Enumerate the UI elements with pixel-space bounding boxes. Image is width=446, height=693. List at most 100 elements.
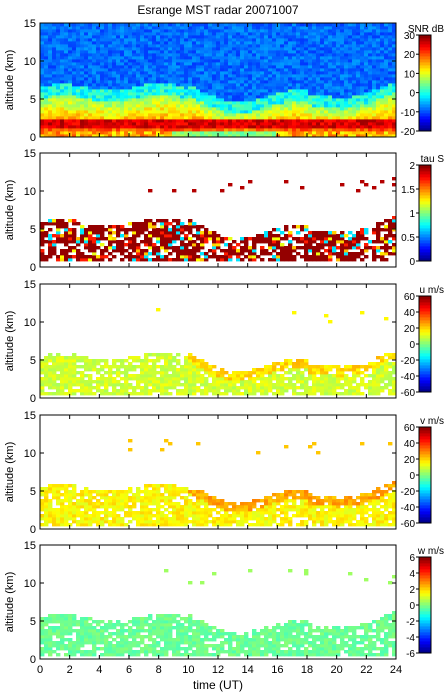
heatmap-cell: [336, 101, 341, 105]
heatmap-cell: [152, 56, 157, 60]
heatmap-cell: [208, 383, 213, 387]
heatmap-cell: [64, 110, 69, 114]
heatmap-cell: [156, 53, 161, 57]
heatmap-cell: [116, 246, 121, 250]
heatmap-cell: [240, 252, 245, 256]
heatmap-cell: [64, 89, 69, 93]
heatmap-cell: [344, 249, 349, 253]
heatmap-cell: [48, 222, 53, 226]
heatmap-cell: [112, 104, 117, 108]
heatmap-cell: [104, 95, 109, 99]
heatmap-cell: [320, 231, 325, 235]
heatmap-cell: [276, 83, 281, 87]
heatmap-cell: [104, 131, 109, 135]
heatmap-cell: [84, 50, 89, 54]
heatmap-cell: [120, 74, 125, 78]
heatmap-cell: [112, 122, 117, 126]
heatmap-cell: [328, 107, 333, 111]
heatmap-cell: [224, 62, 229, 66]
heatmap-cell: [204, 122, 209, 126]
heatmap-cell: [68, 113, 73, 117]
heatmap-cell: [92, 71, 97, 75]
heatmap-cell: [96, 53, 101, 57]
heatmap-cell: [64, 362, 69, 366]
heatmap-cell: [284, 77, 289, 81]
heatmap-cell: [392, 32, 397, 36]
heatmap-cell: [336, 38, 341, 42]
heatmap-cell: [252, 50, 257, 54]
heatmap-cell: [68, 122, 73, 126]
heatmap-cell: [76, 95, 81, 99]
heatmap-cell: [184, 98, 189, 102]
heatmap-cell: [380, 134, 385, 138]
heatmap-cell: [372, 47, 377, 51]
heatmap-cell: [112, 392, 117, 396]
heatmap-cell: [164, 246, 169, 250]
heatmap-cell: [80, 258, 85, 262]
heatmap-cell: [208, 107, 213, 111]
heatmap-cell: [212, 23, 217, 27]
heatmap-cell: [152, 53, 157, 57]
heatmap-cell: [160, 47, 165, 51]
heatmap-cell: [44, 95, 49, 99]
heatmap-cell: [148, 383, 153, 387]
heatmap-cell: [296, 74, 301, 78]
heatmap-cell: [52, 222, 57, 226]
heatmap-cell: [268, 71, 273, 75]
heatmap-cell: [100, 258, 105, 262]
heatmap-cell: [292, 386, 297, 390]
heatmap-cell: [136, 225, 141, 229]
heatmap-cell: [376, 98, 381, 102]
heatmap-cell: [256, 74, 261, 78]
heatmap-cell: [108, 365, 113, 369]
heatmap-cell: [116, 125, 121, 129]
heatmap-cell: [364, 92, 369, 96]
heatmap-cell: [296, 98, 301, 102]
heatmap-cell: [268, 38, 273, 42]
heatmap-cell: [76, 80, 81, 84]
heatmap-cell: [392, 29, 397, 33]
heatmap-cell: [212, 231, 217, 235]
heatmap-cell: [128, 116, 133, 120]
heatmap-cell: [304, 110, 309, 114]
heatmap-cell: [208, 35, 213, 39]
heatmap-cell: [352, 98, 357, 102]
heatmap-cell: [92, 41, 97, 45]
heatmap-cell: [252, 368, 257, 372]
heatmap-cell: [352, 258, 357, 262]
heatmap-cell: [328, 41, 333, 45]
heatmap-cell: [252, 32, 257, 36]
heatmap-cell: [160, 23, 165, 27]
heatmap-cell: [288, 80, 293, 84]
heatmap-cell: [376, 113, 381, 117]
heatmap-cell: [212, 380, 217, 384]
heatmap-cell: [324, 44, 329, 48]
heatmap-cell: [184, 371, 189, 375]
heatmap-cell: [88, 368, 93, 372]
heatmap-cell: [264, 125, 269, 129]
heatmap-cell: [80, 95, 85, 99]
heatmap-cell: [320, 101, 325, 105]
heatmap-cell: [132, 234, 137, 238]
heatmap-cell: [372, 59, 377, 63]
heatmap-cell: [180, 26, 185, 30]
heatmap-cell: [204, 113, 209, 117]
heatmap-cell: [88, 359, 93, 363]
heatmap-cell: [340, 119, 345, 123]
heatmap-cell: [356, 231, 361, 235]
heatmap-cell: [304, 74, 309, 78]
heatmap-cell: [200, 383, 205, 387]
heatmap-cell: [268, 92, 273, 96]
heatmap-cell: [176, 53, 181, 57]
heatmap-cell: [76, 122, 81, 126]
heatmap-cell: [88, 35, 93, 39]
heatmap-cell: [184, 383, 189, 387]
heatmap-cell: [268, 107, 273, 111]
heatmap-cell: [120, 53, 125, 57]
heatmap-cell: [76, 119, 81, 123]
heatmap-cell: [56, 65, 61, 69]
heatmap-cell: [164, 371, 169, 375]
heatmap-cell: [220, 83, 225, 87]
heatmap-cell: [208, 104, 213, 108]
heatmap-cell: [236, 110, 241, 114]
